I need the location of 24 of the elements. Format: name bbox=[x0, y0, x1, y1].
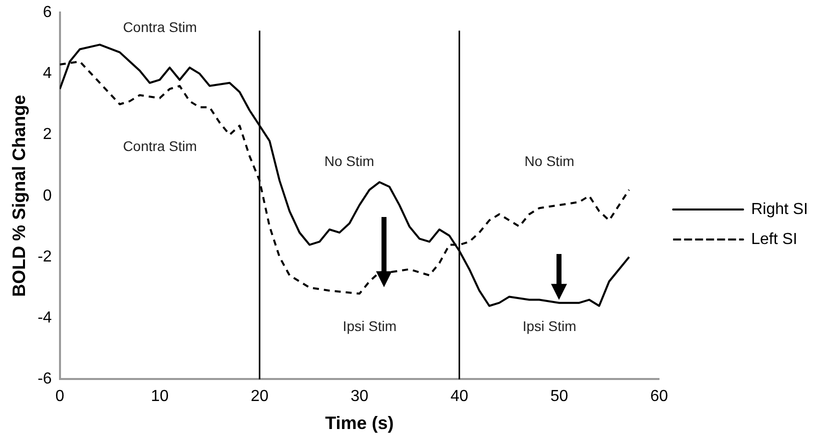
annotation: Ipsi Stim bbox=[342, 318, 396, 334]
y-tick-label: 6 bbox=[42, 4, 52, 22]
x-tick-label: 40 bbox=[450, 388, 468, 406]
y-tick-label: 2 bbox=[42, 126, 52, 144]
annotation: Ipsi Stim bbox=[522, 318, 576, 334]
y-tick-label: -6 bbox=[38, 370, 52, 388]
y-tick-label: 4 bbox=[42, 65, 52, 82]
x-axis-title: Time (s) bbox=[325, 413, 394, 434]
annotation: Contra Stim bbox=[122, 18, 197, 35]
x-tick-label: 30 bbox=[350, 388, 368, 406]
y-axis-title: BOLD % Signal Change bbox=[8, 94, 29, 297]
x-tick-label: 60 bbox=[650, 388, 668, 406]
y-tick-label: -2 bbox=[38, 248, 52, 266]
x-tick-label: 20 bbox=[250, 388, 269, 406]
annotation: No Stim bbox=[524, 153, 574, 170]
legend-label: Right SI bbox=[751, 200, 808, 218]
legend-label: Left SI bbox=[751, 230, 798, 248]
y-tick-label: -4 bbox=[38, 310, 52, 327]
x-tick-label: 50 bbox=[550, 388, 568, 406]
x-tick-label: 0 bbox=[55, 388, 64, 406]
annotation: No Stim bbox=[324, 153, 374, 170]
annotation: Contra Stim bbox=[122, 138, 197, 154]
y-tick-label: 0 bbox=[42, 187, 52, 204]
x-tick-label: 10 bbox=[150, 388, 169, 406]
